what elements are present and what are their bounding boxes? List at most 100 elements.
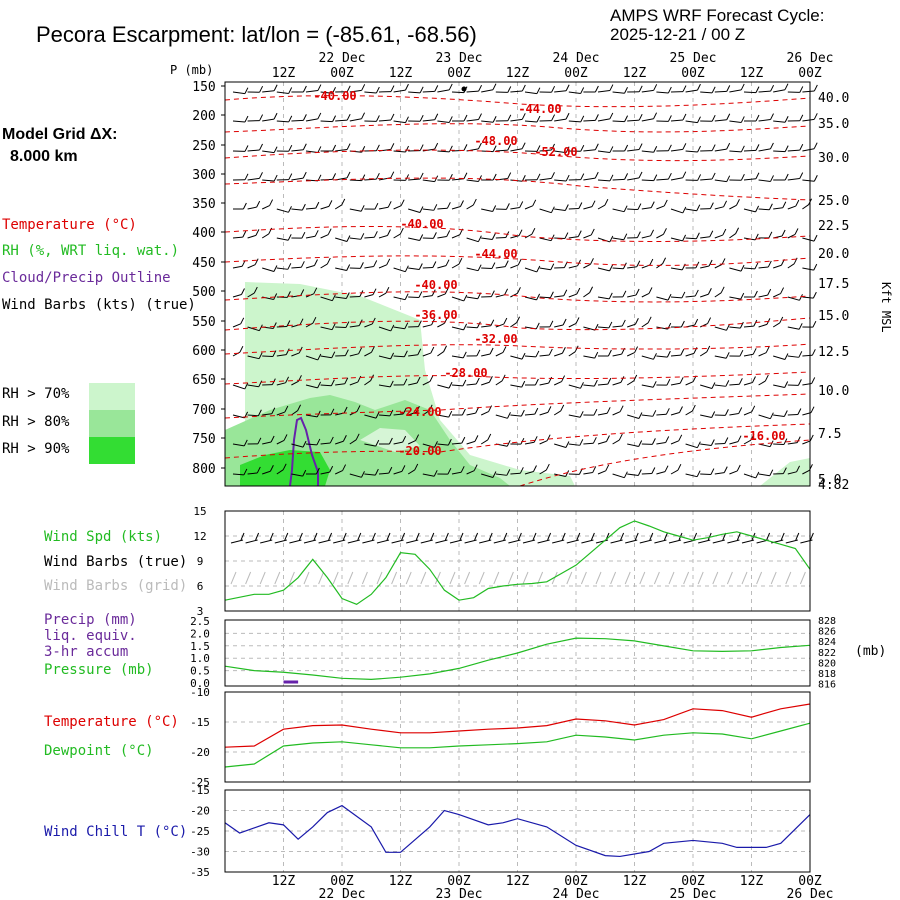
wind-barb (364, 473, 376, 476)
wind-barb (612, 120, 625, 123)
wind-barb (626, 352, 635, 357)
wind-barb-flag (534, 378, 539, 386)
surface-barb-true-flag (328, 532, 333, 541)
bottom-date-tick: 23 Dec (436, 887, 483, 900)
wind-barb-flag (257, 409, 262, 416)
wind-barb-flag (666, 378, 671, 386)
surface-barb-grid (288, 571, 295, 585)
wind-barb (714, 206, 724, 210)
wind-barb (320, 234, 329, 239)
wind-barb (247, 384, 259, 388)
wind-barb-flag (752, 376, 756, 383)
wind-barb (481, 473, 494, 478)
wind-barb-flag (707, 288, 712, 295)
wind-barb (656, 326, 668, 330)
wind-barb (291, 410, 298, 416)
wind-barb-flag (477, 264, 482, 271)
wind-barb-flag (548, 348, 553, 356)
wind-barb (276, 382, 286, 386)
surface-barb-true-flag (780, 532, 785, 541)
wind-barb (437, 384, 450, 389)
wind-barb-flag (312, 316, 317, 324)
wind-barb-flag (726, 142, 731, 150)
wind-barb-flag (405, 83, 409, 91)
wind-barb (758, 119, 771, 122)
wind-barb (232, 414, 245, 419)
temperature-line (224, 703, 811, 748)
wind-barb (729, 441, 739, 445)
surface-barb-true (464, 539, 477, 544)
legend-rh80: RH > 80% (2, 414, 70, 430)
wind-barb (583, 326, 596, 331)
wind-barb (568, 414, 581, 418)
wind-barb-flag (799, 114, 804, 122)
wind-barb (276, 91, 289, 94)
wind-barb (291, 208, 303, 211)
wind-barb (641, 472, 652, 475)
wind-barb-flag (624, 87, 628, 94)
surface-barb-true (785, 539, 798, 544)
wind-barb-flag (374, 468, 379, 476)
wind-barb (393, 120, 406, 124)
legend-temperature-series: Temperature (°C) (44, 714, 179, 730)
wind-barb (510, 235, 520, 239)
height-tick: 30.0 (818, 151, 849, 166)
wind-barb (466, 440, 476, 445)
wind-barb-flag (373, 231, 378, 238)
wind-barb-flag (507, 143, 512, 151)
wind-barb (670, 119, 683, 122)
wind-barb (320, 205, 330, 210)
wind-barb-flag (638, 113, 643, 121)
wind-barb-flag (638, 171, 643, 179)
wind-barb-flag (332, 173, 337, 180)
wind-barb (393, 413, 404, 416)
forecast-cycle-label: AMPS WRF Forecast Cycle: (610, 6, 825, 25)
wind-barb-flag (738, 378, 743, 385)
wind-barb (320, 442, 331, 445)
wind-barb-flag (666, 350, 671, 358)
wind-barb (641, 414, 653, 417)
wind-barb-flag (273, 293, 278, 300)
bottom-hour-tick: 12Z (623, 874, 647, 889)
surface-barb-true-flag (590, 532, 595, 541)
wind-barb (261, 233, 269, 239)
wind-barb-flag (489, 347, 494, 355)
wind-barb (597, 237, 610, 243)
wind-barb (670, 440, 679, 445)
wind-barb-flag (724, 437, 729, 444)
wind-barb-flag (608, 292, 613, 300)
wind-barb (276, 325, 287, 328)
wind-barb (378, 264, 387, 269)
wind-barb-flag (345, 292, 350, 299)
wind-barb-flag (535, 322, 540, 330)
wind-barb (700, 384, 713, 389)
wind-barb (802, 267, 814, 271)
wind-barb (466, 204, 474, 210)
wind-barb-flag (259, 85, 264, 93)
wind-barb-flag (549, 291, 554, 298)
wind-barb (524, 471, 534, 475)
wind-barb (334, 204, 342, 210)
surface-barb-grid (303, 571, 310, 585)
wind-barb-flag (753, 319, 758, 327)
wind-barb (466, 326, 478, 329)
wind-barb (583, 263, 591, 269)
wind-barb (743, 411, 752, 416)
wind-barb-flag (649, 258, 654, 266)
wind-barb (656, 91, 669, 94)
wind-barb-flag (286, 291, 291, 298)
wind-barb-flag (244, 87, 249, 94)
wind-barb-flag (577, 230, 582, 237)
wind-barb-flag (680, 320, 685, 328)
wind-barb-flag (591, 200, 596, 207)
wind-barb (305, 207, 316, 210)
wind-barb (481, 208, 493, 212)
height-tick: 7.5 (818, 427, 841, 442)
wind-barb-flag (647, 316, 652, 324)
wind-barb-flag (562, 318, 567, 326)
wind-barb-flag (633, 374, 638, 382)
wind-barb (437, 89, 450, 93)
precip-tick: 0.5 (190, 665, 210, 678)
wind-barb-flag (346, 113, 351, 121)
wind-barb-flag (332, 144, 337, 152)
